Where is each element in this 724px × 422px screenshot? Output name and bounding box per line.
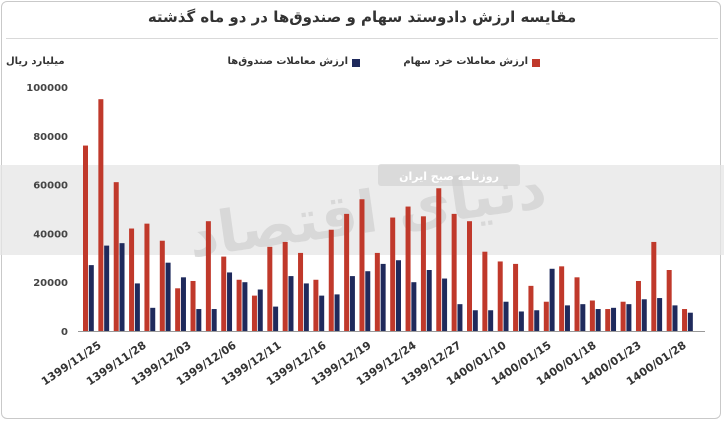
bar-stocks xyxy=(420,216,426,331)
bar-funds xyxy=(426,270,432,331)
bar-funds xyxy=(488,310,494,331)
y-tick-label: 60000 xyxy=(33,181,68,192)
watermark-tag-bg xyxy=(378,164,520,186)
bar-stocks xyxy=(436,188,442,331)
bar-funds xyxy=(319,295,325,331)
bar-funds xyxy=(334,294,340,331)
bar-funds xyxy=(380,263,386,331)
bar-funds xyxy=(518,311,524,331)
bar-stocks xyxy=(635,280,641,331)
bar-funds xyxy=(595,309,601,331)
bar-stocks xyxy=(344,213,350,331)
bar-stocks xyxy=(559,266,565,331)
bar-funds xyxy=(672,305,678,331)
bar-stocks xyxy=(589,300,595,331)
bar-stocks xyxy=(236,279,242,331)
y-tick-label: 100000 xyxy=(26,83,68,94)
bar-funds xyxy=(534,310,540,331)
bar-stocks xyxy=(267,246,273,331)
bar-stocks xyxy=(666,270,672,331)
legend-label-stocks: ارزش معاملات خرد سهام xyxy=(403,56,528,67)
bar-funds xyxy=(411,282,417,331)
bar-stocks xyxy=(605,309,611,331)
bar-funds xyxy=(503,301,509,331)
bar-funds xyxy=(180,277,186,331)
bar-stocks xyxy=(175,288,181,331)
bar-funds xyxy=(211,309,217,331)
y-tick-label: 0 xyxy=(61,327,68,338)
bar-stocks xyxy=(451,213,457,331)
bar-stocks xyxy=(144,223,150,331)
title-divider xyxy=(6,38,718,39)
bar-stocks xyxy=(159,240,165,331)
bar-funds xyxy=(196,309,202,331)
bar-funds xyxy=(396,260,401,331)
bar-stocks xyxy=(298,252,304,331)
bar-stocks xyxy=(467,221,472,331)
bar-funds xyxy=(134,283,140,331)
y-tick-label: 40000 xyxy=(33,229,68,240)
bar-stocks xyxy=(190,280,196,331)
bar-funds xyxy=(626,304,632,331)
bar-funds xyxy=(119,243,125,331)
y-axis-unit-label: میلیارد ریال xyxy=(6,56,65,67)
bar-stocks xyxy=(497,261,503,331)
bar-stocks xyxy=(359,199,365,331)
bar-stocks xyxy=(543,301,549,331)
bar-stocks xyxy=(651,241,657,331)
bar-stocks xyxy=(482,251,488,331)
bar-funds xyxy=(288,276,294,331)
bar-funds xyxy=(150,307,156,331)
bar-stocks xyxy=(390,217,396,331)
bar-funds xyxy=(564,305,570,331)
bar-funds xyxy=(657,298,663,331)
bar-stocks xyxy=(405,206,411,331)
bar-funds xyxy=(442,278,448,331)
bar-funds xyxy=(88,265,94,331)
bar-funds xyxy=(580,304,586,331)
bar-stocks xyxy=(620,301,626,331)
bar-funds xyxy=(457,304,463,331)
bar-stocks xyxy=(528,285,534,331)
bar-funds xyxy=(549,268,555,331)
bar-stocks xyxy=(374,252,380,331)
bar-funds xyxy=(365,271,371,331)
bar-funds xyxy=(242,282,248,331)
bar-funds xyxy=(472,310,478,331)
bar-funds xyxy=(257,289,263,331)
watermark-tag: روزنامه صبح ایران xyxy=(399,170,499,183)
y-tick-label: 20000 xyxy=(33,278,68,289)
bar-funds xyxy=(611,307,617,331)
bar-stocks xyxy=(328,229,334,331)
bar-funds xyxy=(227,272,233,331)
chart-title: مقایسه ارزش دادوستد سهام و صندوق‌ها در د… xyxy=(147,8,577,26)
legend-label-funds: ارزش معاملات صندوق‌ها xyxy=(227,56,349,67)
bar-funds xyxy=(104,245,110,331)
bar-stocks xyxy=(574,277,580,331)
legend-swatch-stocks xyxy=(532,59,540,67)
bar-stocks xyxy=(98,99,104,331)
bar-stocks xyxy=(129,228,135,331)
bar-funds xyxy=(687,312,693,331)
bar-stocks xyxy=(682,309,688,331)
bar-funds xyxy=(303,283,309,331)
bar-funds xyxy=(641,299,647,331)
legend: ارزش معاملات خرد سهام ارزش معاملات صندوق… xyxy=(200,56,560,70)
bar-stocks xyxy=(251,295,257,331)
bar-stocks xyxy=(113,182,119,331)
bar-funds xyxy=(165,262,171,331)
bar-stocks xyxy=(313,279,319,331)
legend-swatch-funds xyxy=(352,59,360,67)
bar-stocks xyxy=(282,241,288,331)
bar-stocks xyxy=(513,263,519,331)
bar-funds xyxy=(273,306,279,331)
y-tick-label: 80000 xyxy=(33,132,68,143)
bar-stocks xyxy=(83,145,88,331)
bar-funds xyxy=(349,276,355,331)
bar-stocks xyxy=(205,221,211,331)
bar-stocks xyxy=(221,256,227,331)
